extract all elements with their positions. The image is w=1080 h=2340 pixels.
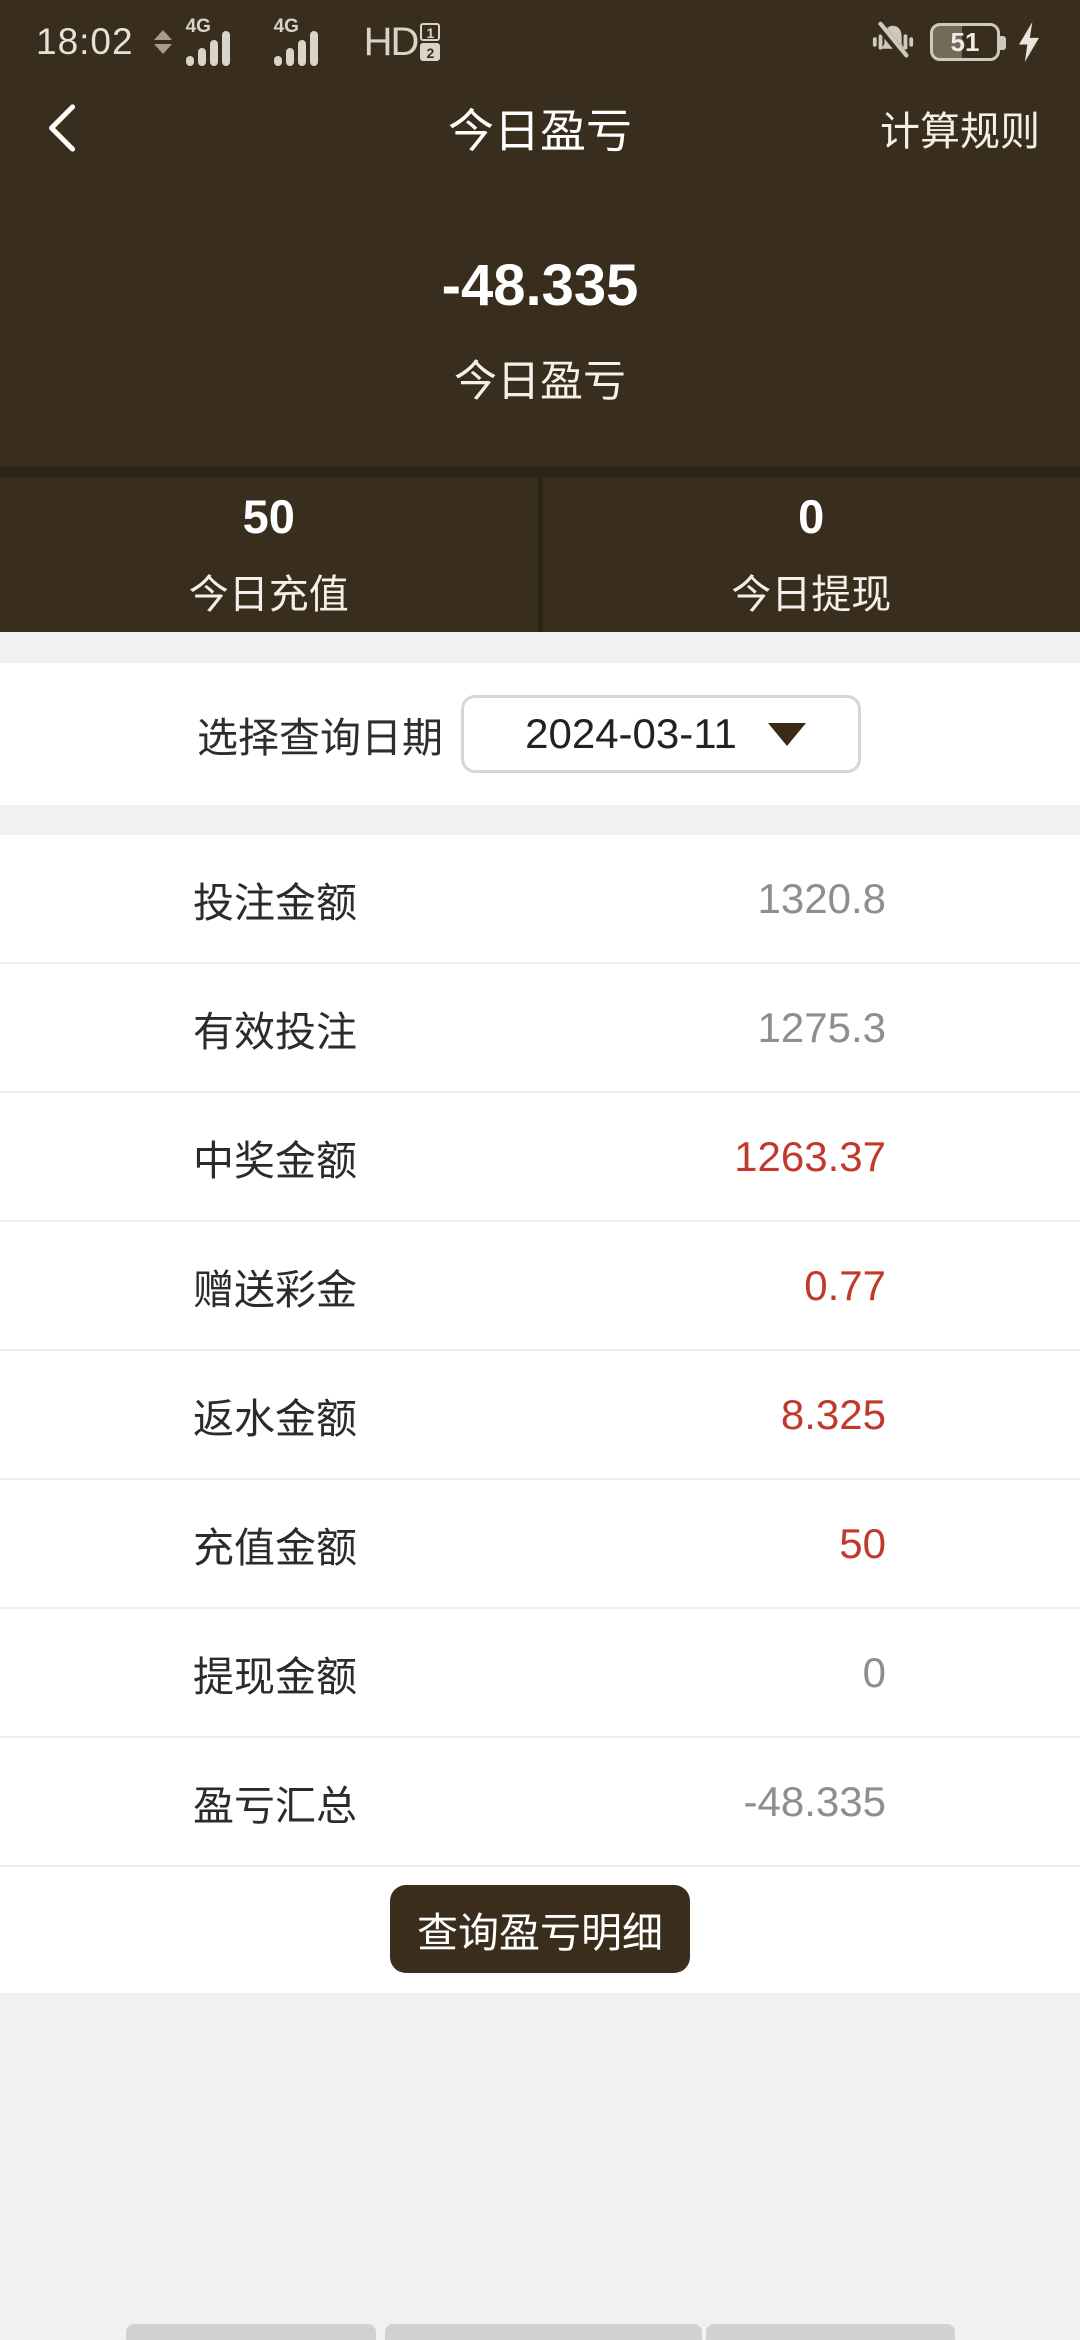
hd-voice-icon: HD 1 2	[364, 20, 441, 65]
query-detail-button[interactable]: 查询盈亏明细	[390, 1885, 690, 1973]
mute-bell-icon	[872, 21, 914, 60]
row-value: 0	[862, 1648, 886, 1696]
table-row: 充值金额 50	[0, 1480, 1080, 1609]
row-value: -48.335	[743, 1777, 886, 1825]
calc-rules-link[interactable]: 计算规则	[880, 110, 1040, 154]
today-profit-loss-caption: 今日盈亏	[454, 358, 626, 406]
row-label: 返水金额	[193, 1395, 357, 1442]
today-recharge-block: 50 今日充值	[0, 477, 538, 632]
row-value: 1275.3	[757, 1003, 886, 1051]
data-activity-icon	[153, 30, 172, 54]
bottom-bar[interactable]	[126, 2324, 376, 2340]
today-recharge-value: 50	[242, 490, 295, 543]
row-label: 提现金额	[193, 1653, 357, 1700]
row-value: 1320.8	[757, 874, 886, 922]
table-row: 盈亏汇总 -48.335	[0, 1738, 1080, 1867]
chevron-left-icon	[49, 104, 76, 152]
row-value: 50	[839, 1519, 886, 1567]
row-value: 1263.37	[734, 1132, 886, 1180]
table-row: 投注金额 1320.8	[0, 835, 1080, 964]
date-picker-dropdown[interactable]: 2024-03-11	[461, 695, 861, 773]
bottom-bars	[0, 2324, 1080, 2340]
strip-vertical-divider	[537, 477, 543, 632]
table-row: 中奖金额 1263.37	[0, 1093, 1080, 1222]
today-withdraw-block: 0 今日提现	[543, 477, 1080, 632]
row-value: 0.77	[804, 1261, 886, 1309]
row-label: 赠送彩金	[193, 1266, 357, 1313]
today-recharge-label: 今日充值	[188, 573, 349, 617]
footer-area	[0, 1993, 1080, 2340]
status-bar: 18:02 4G 4G HD 1 2	[0, 0, 1080, 70]
button-area: 查询盈亏明细	[0, 1867, 1080, 1993]
today-withdraw-label: 今日提现	[731, 573, 892, 617]
clock: 18:02	[36, 21, 134, 62]
spacer	[0, 805, 1080, 835]
row-label: 中奖金额	[193, 1137, 357, 1184]
date-picker-label: 选择查询日期	[197, 715, 443, 761]
table-row: 返水金额 8.325	[0, 1351, 1080, 1480]
pl-table: 投注金额 1320.8 有效投注 1275.3 中奖金额 1263.37 赠送彩…	[0, 835, 1080, 1867]
hero-section: 18:02 4G 4G HD 1 2	[0, 0, 1080, 467]
date-picker-row: 选择查询日期 2024-03-11	[0, 663, 1080, 805]
bottom-bar[interactable]	[385, 2324, 702, 2340]
bottom-bar[interactable]	[706, 2324, 955, 2340]
nav-bar: 今日盈亏 计算规则	[0, 70, 1080, 186]
battery-icon: 51	[930, 23, 1006, 61]
table-row: 提现金额 0	[0, 1609, 1080, 1738]
table-row: 赠送彩金 0.77	[0, 1222, 1080, 1351]
profit-loss-summary: -48.335 今日盈亏	[0, 186, 1080, 467]
signal-bars-icon-sim2: 4G	[273, 16, 348, 68]
date-picker-value: 2024-03-11	[525, 710, 737, 757]
row-value: 8.325	[780, 1390, 886, 1438]
strip-top-divider	[0, 467, 1080, 477]
today-withdraw-value: 0	[798, 490, 825, 543]
row-label: 有效投注	[193, 1008, 357, 1055]
today-profit-loss-amount: -48.335	[441, 253, 639, 318]
charging-bolt-icon	[1019, 22, 1039, 62]
recharge-withdraw-strip: 50 今日充值 0 今日提现	[0, 477, 1080, 632]
row-label: 盈亏汇总	[193, 1782, 357, 1829]
spacer	[0, 632, 1080, 663]
triangle-down-icon	[768, 722, 806, 746]
back-button[interactable]	[40, 98, 100, 158]
row-label: 充值金额	[193, 1524, 357, 1571]
battery-level: 51	[950, 26, 980, 57]
table-row: 有效投注 1275.3	[0, 964, 1080, 1093]
signal-bars-icon-sim1: 4G	[185, 16, 260, 68]
row-label: 投注金额	[193, 879, 357, 926]
